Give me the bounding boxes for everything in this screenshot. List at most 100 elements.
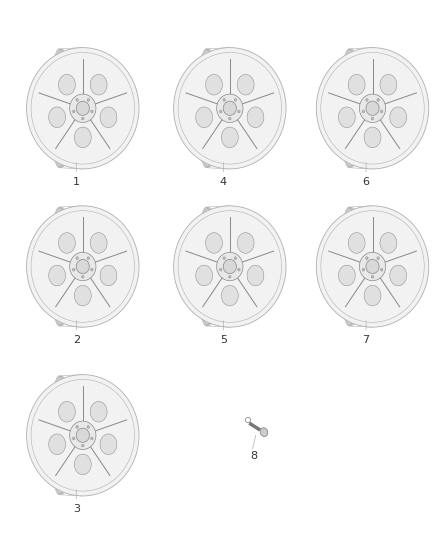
Ellipse shape — [76, 99, 78, 101]
Ellipse shape — [196, 265, 212, 286]
Ellipse shape — [87, 425, 90, 429]
Ellipse shape — [72, 110, 75, 113]
Ellipse shape — [223, 99, 226, 101]
Ellipse shape — [58, 232, 75, 253]
Ellipse shape — [247, 107, 264, 127]
Ellipse shape — [76, 101, 89, 115]
Ellipse shape — [380, 110, 383, 113]
Ellipse shape — [196, 107, 212, 127]
Ellipse shape — [339, 107, 355, 127]
Ellipse shape — [87, 257, 90, 260]
Ellipse shape — [91, 268, 93, 271]
Text: 1: 1 — [73, 177, 80, 187]
Ellipse shape — [234, 257, 237, 260]
Ellipse shape — [390, 265, 406, 286]
Ellipse shape — [72, 268, 75, 271]
Ellipse shape — [217, 94, 243, 123]
Ellipse shape — [173, 206, 286, 327]
Ellipse shape — [380, 268, 383, 271]
Ellipse shape — [229, 276, 231, 278]
Text: 7: 7 — [363, 335, 370, 345]
Ellipse shape — [221, 127, 238, 148]
Ellipse shape — [27, 47, 139, 169]
Ellipse shape — [223, 257, 226, 260]
Ellipse shape — [366, 99, 368, 101]
Ellipse shape — [74, 285, 91, 306]
Ellipse shape — [238, 110, 240, 113]
Ellipse shape — [49, 434, 66, 455]
Ellipse shape — [49, 107, 66, 127]
Ellipse shape — [74, 127, 91, 148]
Ellipse shape — [87, 99, 90, 101]
Ellipse shape — [173, 47, 286, 169]
Ellipse shape — [377, 257, 379, 260]
Ellipse shape — [70, 252, 96, 281]
Ellipse shape — [364, 127, 381, 148]
Ellipse shape — [380, 232, 397, 253]
Ellipse shape — [316, 206, 429, 327]
Ellipse shape — [49, 265, 66, 286]
Ellipse shape — [247, 265, 264, 286]
Ellipse shape — [219, 110, 222, 113]
Ellipse shape — [348, 75, 365, 95]
Ellipse shape — [221, 285, 238, 306]
Ellipse shape — [237, 232, 254, 253]
Ellipse shape — [205, 232, 223, 253]
Ellipse shape — [90, 75, 107, 95]
Ellipse shape — [76, 428, 89, 442]
Ellipse shape — [76, 257, 78, 260]
Ellipse shape — [91, 437, 93, 440]
Ellipse shape — [72, 437, 75, 440]
Ellipse shape — [390, 107, 406, 127]
Ellipse shape — [100, 434, 117, 455]
Ellipse shape — [223, 260, 237, 273]
Text: 4: 4 — [220, 177, 227, 187]
Ellipse shape — [260, 428, 268, 437]
Ellipse shape — [90, 232, 107, 253]
Ellipse shape — [316, 47, 429, 169]
Ellipse shape — [74, 454, 91, 475]
Ellipse shape — [380, 75, 397, 95]
Ellipse shape — [366, 257, 368, 260]
Ellipse shape — [362, 268, 365, 271]
Ellipse shape — [81, 444, 84, 447]
Ellipse shape — [81, 117, 84, 120]
Text: 2: 2 — [73, 335, 80, 345]
Text: 8: 8 — [250, 451, 257, 461]
Ellipse shape — [70, 94, 96, 123]
Ellipse shape — [362, 110, 365, 113]
Ellipse shape — [217, 252, 243, 281]
Ellipse shape — [223, 101, 237, 115]
Ellipse shape — [205, 75, 223, 95]
Ellipse shape — [100, 107, 117, 127]
Ellipse shape — [366, 101, 379, 115]
Ellipse shape — [238, 268, 240, 271]
Ellipse shape — [90, 401, 107, 422]
Text: 6: 6 — [363, 177, 370, 187]
Ellipse shape — [58, 401, 75, 422]
Ellipse shape — [100, 265, 117, 286]
Ellipse shape — [237, 75, 254, 95]
Ellipse shape — [234, 99, 237, 101]
Ellipse shape — [371, 117, 374, 120]
Ellipse shape — [81, 276, 84, 278]
Ellipse shape — [76, 425, 78, 429]
Ellipse shape — [348, 232, 365, 253]
Ellipse shape — [70, 421, 96, 449]
Ellipse shape — [91, 110, 93, 113]
Ellipse shape — [339, 265, 355, 286]
Ellipse shape — [27, 206, 139, 327]
Ellipse shape — [366, 260, 379, 273]
Ellipse shape — [359, 252, 386, 281]
Ellipse shape — [27, 375, 139, 496]
Ellipse shape — [76, 260, 89, 273]
Ellipse shape — [229, 117, 231, 120]
Ellipse shape — [359, 94, 386, 123]
Ellipse shape — [364, 285, 381, 306]
Text: 3: 3 — [73, 504, 80, 514]
Text: 5: 5 — [220, 335, 227, 345]
Ellipse shape — [219, 268, 222, 271]
Ellipse shape — [377, 99, 379, 101]
Ellipse shape — [371, 276, 374, 278]
Ellipse shape — [58, 75, 75, 95]
